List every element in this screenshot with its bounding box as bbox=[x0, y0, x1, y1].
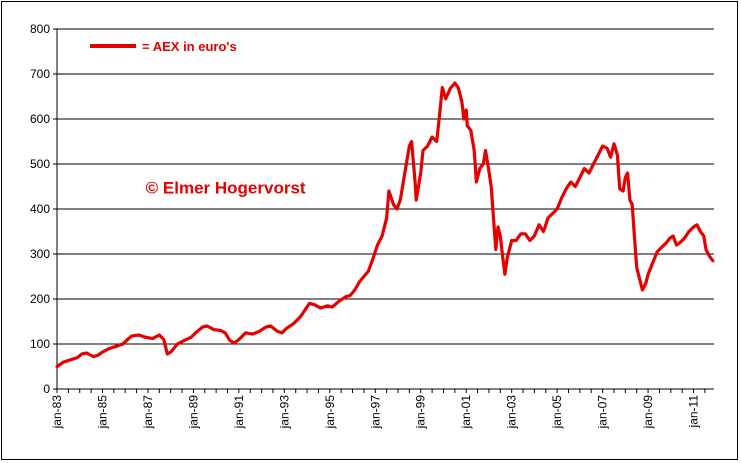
y-tick-label: 400 bbox=[30, 202, 50, 216]
x-tick-label: jan-85 bbox=[95, 395, 109, 430]
x-tick-label: jan-93 bbox=[277, 395, 291, 430]
x-tick-label: jan-07 bbox=[596, 395, 610, 430]
x-tick-label: jan-95 bbox=[323, 395, 337, 430]
y-tick-label: 0 bbox=[43, 382, 50, 396]
y-tick-label: 700 bbox=[30, 67, 50, 81]
legend-label: = AEX in euro's bbox=[142, 39, 237, 54]
x-axis-ticks: jan-83 jan-85 jan-87 jan-89 jan-91 jan-93 jan-… bbox=[50, 388, 714, 430]
x-tick-label: jan-89 bbox=[186, 395, 200, 430]
y-tick-label: 600 bbox=[30, 112, 50, 126]
y-tick-label: 800 bbox=[30, 22, 50, 36]
series-line-aex bbox=[55, 81, 715, 369]
legend: = AEX in euro's bbox=[90, 39, 237, 54]
x-tick-label: jan-91 bbox=[232, 395, 246, 430]
y-tick-label: 500 bbox=[30, 157, 50, 171]
x-tick-label: jan-05 bbox=[550, 395, 564, 430]
copyright-annotation: © Elmer Hogervorst bbox=[146, 178, 306, 197]
x-tick-label: jan-09 bbox=[641, 395, 655, 430]
x-tick-label: jan-83 bbox=[50, 395, 64, 430]
y-tick-label: 300 bbox=[30, 247, 50, 261]
series-group bbox=[55, 81, 715, 369]
x-tick-label: jan-01 bbox=[459, 395, 473, 430]
y-axis-ticks: 0 100 200 300 400 500 600 700 800 bbox=[30, 22, 58, 396]
x-tick-label: jan-11 bbox=[687, 395, 701, 429]
x-tick-label: jan-99 bbox=[414, 395, 428, 430]
x-tick-label: jan-87 bbox=[141, 395, 155, 430]
y-tick-label: 200 bbox=[30, 292, 50, 306]
x-tick-label: jan-03 bbox=[505, 395, 519, 430]
y-tick-label: 100 bbox=[30, 337, 50, 351]
x-tick-label: jan-97 bbox=[368, 395, 382, 430]
